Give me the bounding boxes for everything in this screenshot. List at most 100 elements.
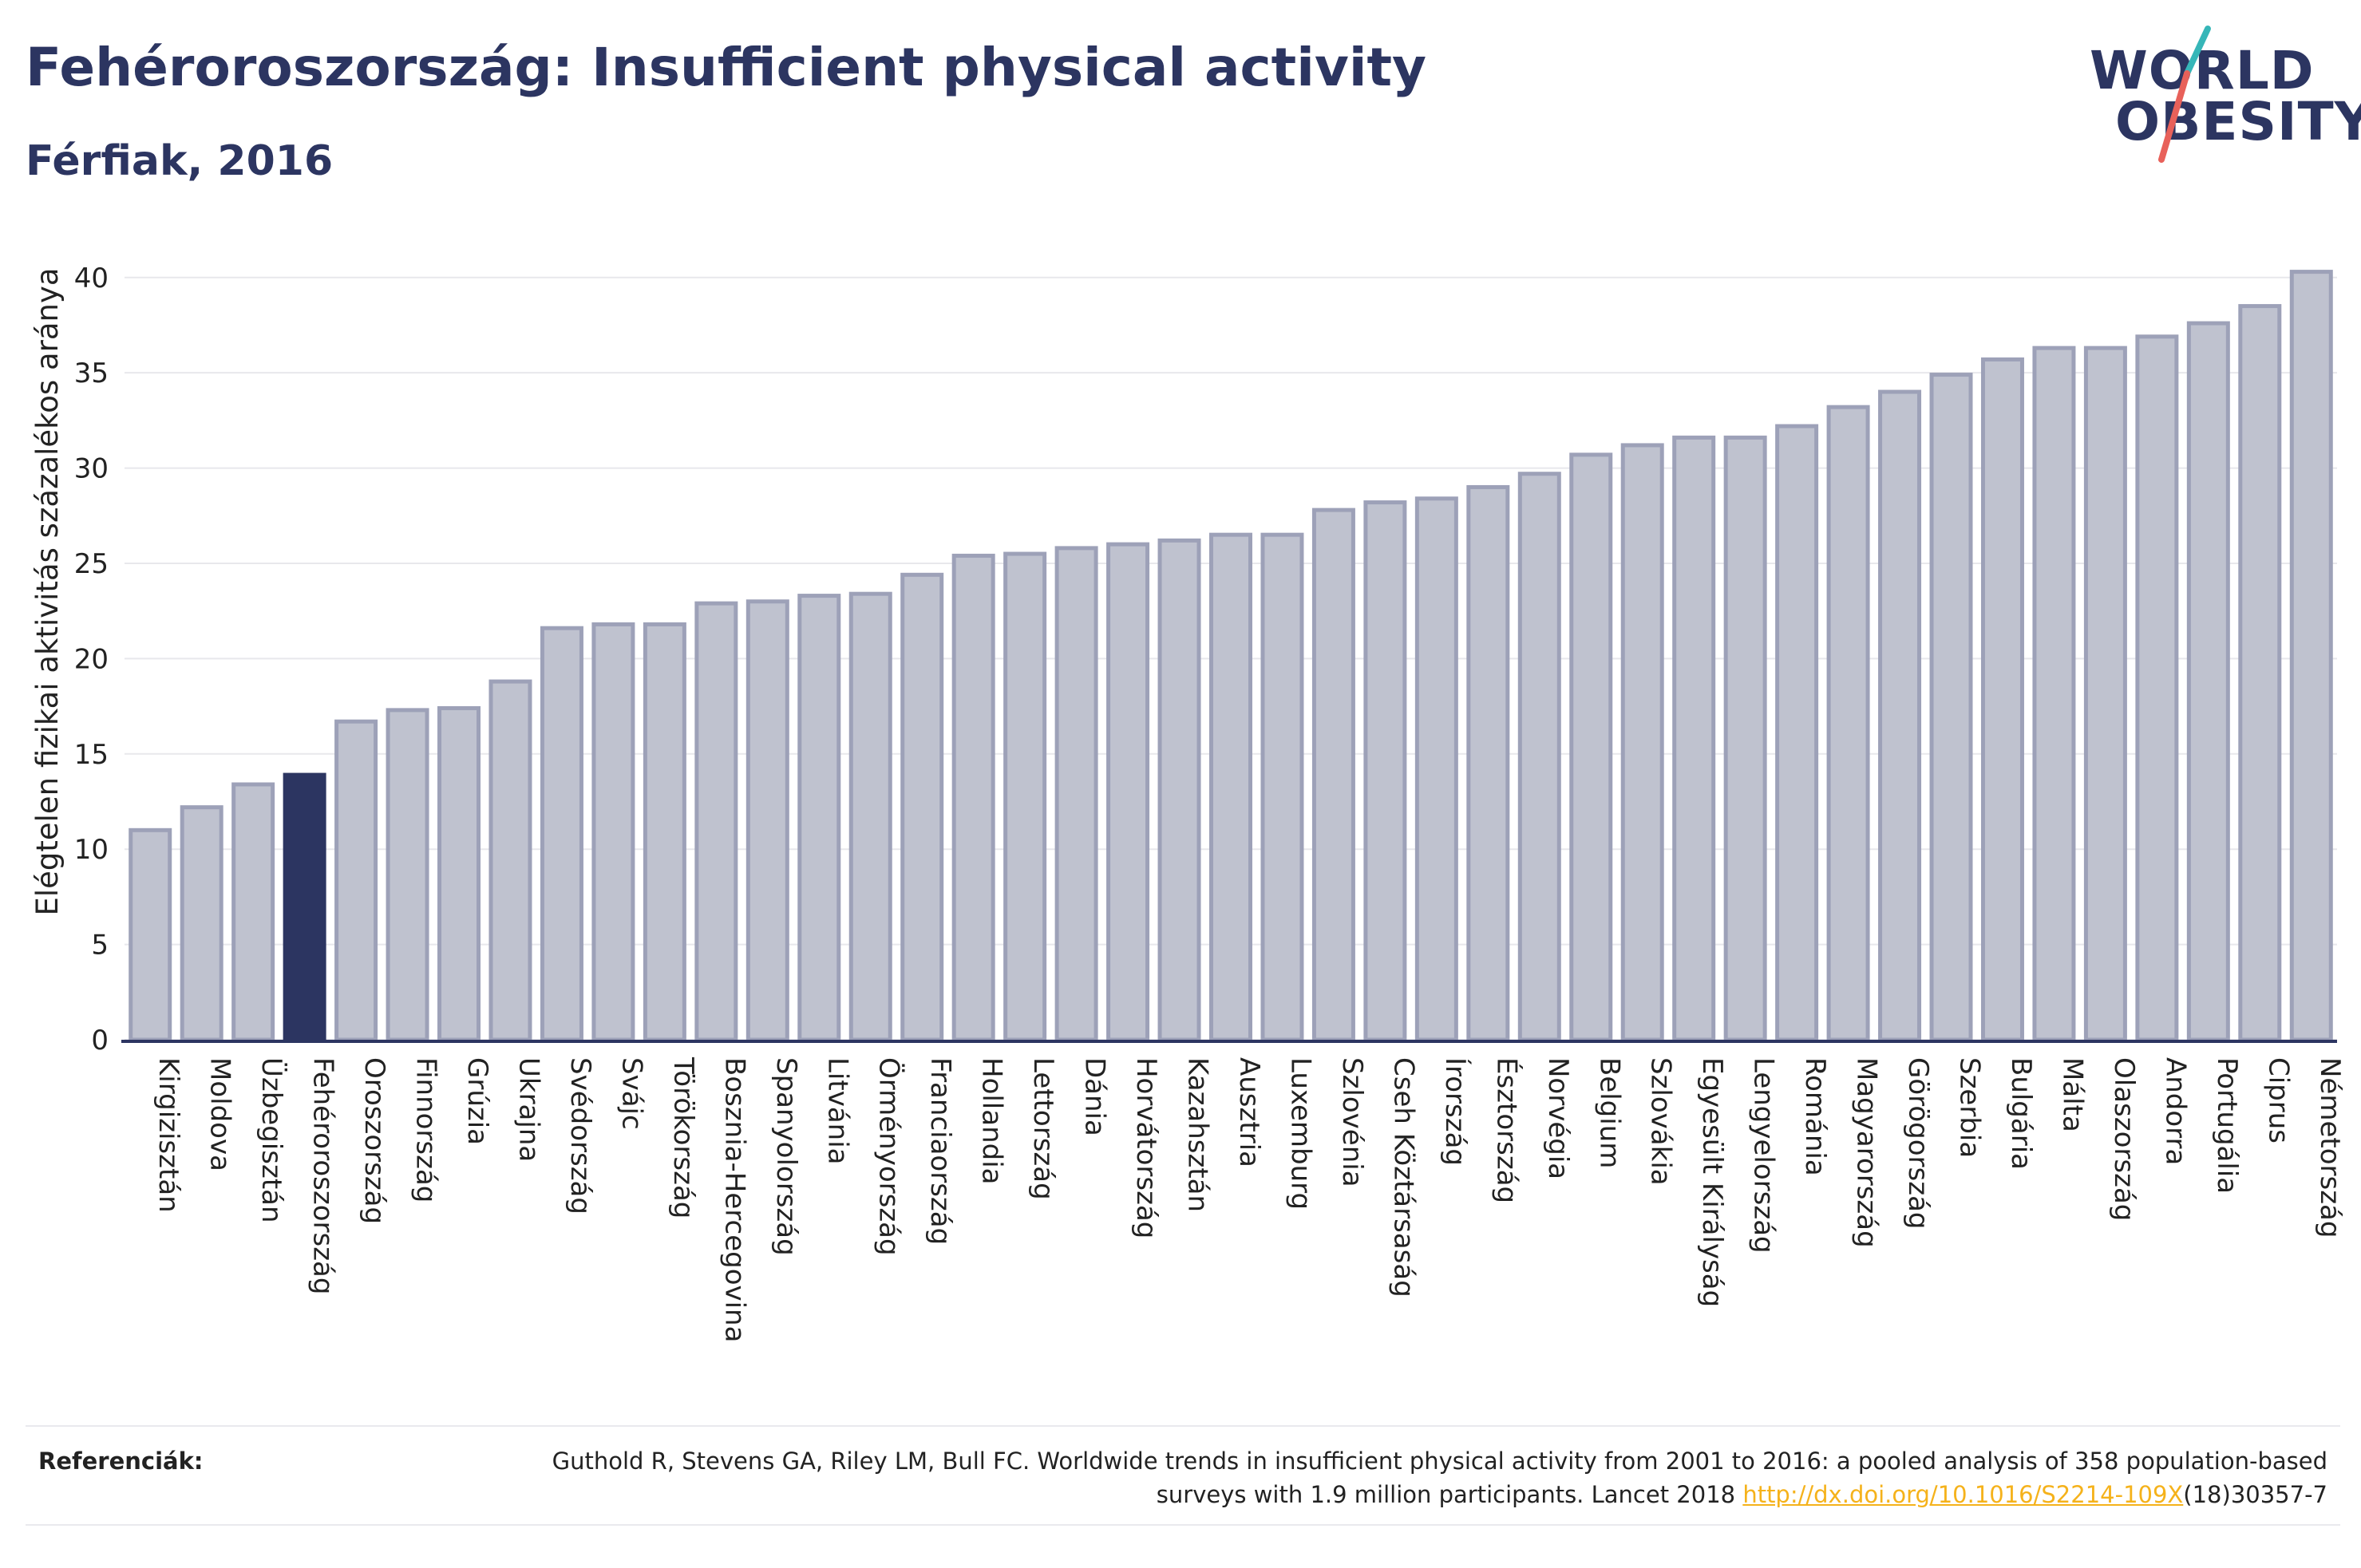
bar bbox=[231, 782, 275, 1042]
x-tick-label: Moldova bbox=[204, 1057, 236, 1171]
bar bbox=[1106, 542, 1150, 1042]
bar bbox=[1672, 435, 1716, 1042]
bar bbox=[2289, 270, 2333, 1042]
x-tick-label: Belgium bbox=[1593, 1057, 1625, 1168]
x-tick-label: Grúzia bbox=[461, 1057, 493, 1145]
x-tick-label: Szlovákia bbox=[1645, 1057, 1677, 1186]
x-tick-label: Írország bbox=[1439, 1057, 1472, 1166]
world-obesity-logo: WORLD OBESITY bbox=[2075, 22, 2361, 166]
y-tick-label: 0 bbox=[91, 1025, 109, 1057]
bar bbox=[1260, 532, 1304, 1042]
x-tick-label: Bulgária bbox=[2005, 1057, 2037, 1170]
bar bbox=[643, 622, 686, 1042]
x-tick-label: Kirgizisztán bbox=[152, 1057, 184, 1213]
bar bbox=[437, 705, 481, 1042]
bar bbox=[129, 827, 172, 1042]
x-tick-label: Finnország bbox=[410, 1057, 442, 1203]
bar bbox=[1723, 435, 1767, 1042]
x-tick-label: Horvátország bbox=[1130, 1057, 1162, 1238]
x-tick-label: Ausztria bbox=[1233, 1057, 1265, 1167]
bar-highlighted bbox=[283, 772, 326, 1042]
x-tick-label: Svédország bbox=[564, 1057, 596, 1215]
x-tick-label: Magyarország bbox=[1851, 1057, 1883, 1248]
x-tick-label: Üzbegisztán bbox=[255, 1057, 288, 1223]
bar bbox=[1775, 424, 1819, 1042]
bar bbox=[694, 601, 738, 1042]
x-tick-label: Dánia bbox=[1079, 1057, 1111, 1136]
bar-chart: 0 5 10 15 20 25 30 35 40 Kirgizisztán Moldova Üzbeg… bbox=[30, 263, 2346, 1343]
y-tick-label: 5 bbox=[91, 930, 109, 962]
bar bbox=[1517, 472, 1561, 1042]
x-tick-label: Lengyelország bbox=[1748, 1057, 1780, 1254]
bar bbox=[1929, 373, 1973, 1042]
logo-slash-icon bbox=[2158, 26, 2211, 163]
y-tick-label: 15 bbox=[74, 739, 109, 771]
references-citation-suffix: (18)30357-7 bbox=[2183, 1481, 2327, 1508]
logo-text-line2: OBESITY bbox=[2115, 91, 2361, 152]
references-divider-top bbox=[26, 1425, 2340, 1427]
x-tick-label: Luxemburg bbox=[1284, 1057, 1316, 1210]
bar bbox=[180, 805, 223, 1042]
bar bbox=[591, 622, 635, 1042]
bar bbox=[488, 679, 532, 1042]
x-tick-label: Fehéroroszország bbox=[307, 1057, 339, 1294]
x-tick-label: Ciprus bbox=[2262, 1057, 2294, 1143]
bar bbox=[1620, 443, 1664, 1042]
references-citation: Guthold R, Stevens GA, Riley LM, Bull FC… bbox=[552, 1448, 2327, 1508]
bar bbox=[386, 708, 429, 1042]
x-tick-label: Norvégia bbox=[1542, 1057, 1574, 1179]
x-tick-label: Kazahsztán bbox=[1182, 1057, 1214, 1212]
bar bbox=[1878, 389, 1922, 1042]
bar bbox=[797, 594, 841, 1042]
y-tick-label: 40 bbox=[74, 263, 109, 294]
x-tick-label: Egyesült Királyság bbox=[1696, 1057, 1728, 1307]
x-tick-label: Málta bbox=[2056, 1057, 2088, 1132]
x-tick-label: Örményország bbox=[873, 1057, 906, 1256]
bar bbox=[334, 719, 378, 1042]
bar bbox=[2135, 334, 2179, 1042]
x-tick-label: Románia bbox=[1799, 1057, 1831, 1176]
x-tick-label: Spanyolország bbox=[770, 1057, 802, 1256]
bar bbox=[1414, 496, 1458, 1042]
y-tick-label: 35 bbox=[74, 357, 109, 389]
bar bbox=[1569, 452, 1613, 1042]
y-tick-label: 25 bbox=[74, 548, 109, 580]
bar bbox=[540, 626, 583, 1042]
bar bbox=[2032, 346, 2076, 1042]
x-tick-label: Olaszország bbox=[2108, 1057, 2140, 1221]
x-tick-label: Németország bbox=[2314, 1057, 2346, 1238]
bar bbox=[745, 599, 789, 1042]
x-tick-label: Franciaország bbox=[924, 1057, 956, 1245]
logo-text-line1: WORLD bbox=[2090, 40, 2315, 101]
bar bbox=[900, 572, 944, 1042]
x-tick-label: Cseh Köztársaság bbox=[1387, 1057, 1419, 1297]
x-tick-label: Ukrajna bbox=[512, 1057, 544, 1162]
x-tick-label: Litvánia bbox=[821, 1057, 853, 1165]
bar bbox=[1466, 484, 1510, 1042]
bar bbox=[951, 553, 995, 1042]
bar bbox=[1003, 551, 1047, 1042]
x-tick-label: Andorra bbox=[2159, 1057, 2191, 1165]
x-tick-label: Hollandia bbox=[976, 1057, 1008, 1185]
axes: 0 5 10 15 20 25 30 35 40 Kirgizisztán Moldova Üzbeg… bbox=[74, 263, 2346, 1343]
bar bbox=[1054, 546, 1098, 1042]
y-axis-title: Elégtelen fizikai aktivitás százalékos a… bbox=[30, 267, 65, 915]
bar bbox=[1311, 508, 1355, 1042]
x-tick-label: Szlovénia bbox=[1336, 1057, 1368, 1187]
bar bbox=[848, 591, 892, 1042]
bar bbox=[1209, 532, 1252, 1042]
bar bbox=[1826, 405, 1870, 1042]
bar bbox=[2186, 321, 2230, 1042]
chart-subtitle: Férfiak, 2016 bbox=[26, 137, 334, 185]
x-tick-label: Észtország bbox=[1490, 1057, 1523, 1203]
bars bbox=[129, 270, 2333, 1042]
bar bbox=[2238, 304, 2282, 1042]
bar bbox=[2083, 346, 2127, 1042]
x-tick-label: Bosznia-Hercegovina bbox=[718, 1057, 750, 1342]
x-tick-label: Lettország bbox=[1027, 1057, 1059, 1200]
x-tick-label: Portugália bbox=[2211, 1057, 2243, 1194]
references-doi-link[interactable]: http://dx.doi.org/10.1016/S2214-109X bbox=[1742, 1481, 2184, 1508]
y-axis-title-group: Elégtelen fizikai aktivitás százalékos a… bbox=[30, 267, 65, 915]
bar bbox=[1980, 357, 2024, 1042]
x-tick-label: Oroszország bbox=[358, 1057, 390, 1224]
